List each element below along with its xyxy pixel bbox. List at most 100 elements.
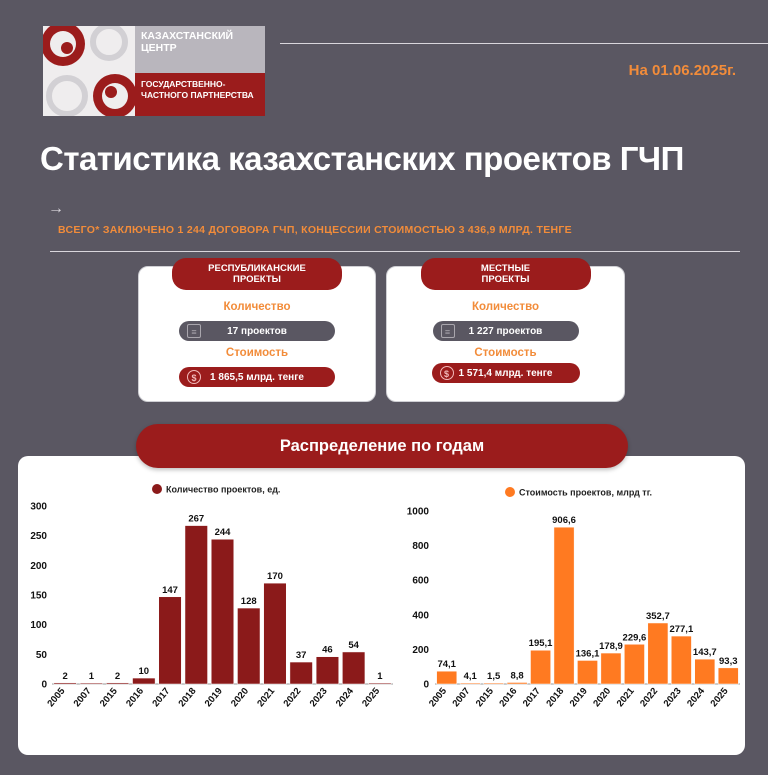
y-tick-label: 300 [30,502,47,513]
republican-projects-card: РЕСПУБЛИКАНСКИЕ ПРОЕКТЫ Количество ≡ 17 … [138,258,376,402]
legend-marker [152,484,162,494]
x-tick-label: 2025 [360,685,382,709]
bar [624,644,645,685]
data-label: 178,9 [599,641,623,652]
x-tick-label: 2023 [662,686,684,709]
data-label: 46 [322,645,333,656]
data-label: 170 [267,571,283,582]
x-tick-label: 2017 [150,686,172,709]
charts-panel: Количество проектов, ед. 0 50 100 150 200 250 3… [18,456,745,755]
summary-text: ВСЕГО* ЗАКЛЮЧЕНО 1 244 ДОГОВОРА ГЧП, КОН… [58,224,572,236]
data-label: 1 [377,671,383,682]
header-divider [280,43,768,44]
data-label: 143,7 [693,647,717,658]
data-label: 1,5 [487,671,501,682]
data-label: 54 [348,640,359,651]
y-tick-label: 250 [30,531,47,542]
bar [436,670,458,685]
bar [315,656,339,685]
count-chart: Количество проектов, ед. 0 50 100 150 200 250 3… [30,484,393,709]
x-tick-label: 2019 [568,686,590,709]
cost-label: Стоимость [474,347,537,359]
data-label: 195,1 [529,638,553,649]
x-tick-label: 2007 [72,686,94,709]
y-tick-label: 50 [36,650,48,661]
chart-legend: Стоимость проектов, млрд тг. [505,487,652,498]
y-tick-label: 200 [412,645,429,656]
y-tick-label: 0 [41,680,47,691]
x-tick-label: 2021 [615,685,637,709]
data-label: 147 [162,585,178,596]
data-label: 8,8 [511,670,524,681]
y-tick-label: 1000 [407,507,430,518]
data-label: 4,1 [464,671,478,682]
y-tick-label: 600 [412,576,429,587]
data-label: 10 [139,666,150,677]
bar [600,652,622,685]
data-label: 352,7 [646,611,670,622]
bar [553,526,575,685]
x-tick-label: 2005 [427,685,449,709]
y-tick-label: 150 [30,591,47,602]
bar [577,660,598,685]
bar [106,682,130,685]
y-tick-label: 800 [412,541,429,552]
count-pill: ≡ 1 227 проектов [432,321,579,341]
x-tick-label: 2021 [255,685,277,709]
count-value: 17 проектов [227,325,287,337]
cost-label: Стоимость [225,347,289,359]
data-label: 2 [62,671,67,682]
y-tick-label: 200 [30,561,47,572]
y-tick-label: 400 [412,610,429,621]
x-tick-label: 2020 [591,686,613,709]
x-tick-label: 2020 [229,686,251,709]
data-label: 1 [89,671,95,682]
bar [263,582,287,685]
arrow-right-icon: → [48,200,64,217]
report-date: На 01.06.2025г. [628,62,736,79]
data-label: 2 [115,671,120,682]
bar [647,622,669,685]
logo-line-3: ГОСУДАРСТВЕННО- [141,79,226,89]
distribution-banner: Распределение по годам [136,424,628,468]
data-label: 74,1 [437,659,456,670]
data-label: 37 [296,650,307,661]
bar [289,661,313,685]
cost-value: 1 865,5 млрд. тенге [210,371,304,383]
x-tick-label: 2022 [281,686,303,709]
x-tick-label: 2007 [450,686,472,709]
data-label: 128 [241,596,257,607]
x-tick-label: 2018 [177,686,199,709]
data-label: 229,6 [623,632,647,643]
y-tick-label: 100 [30,620,47,631]
data-label: 93,3 [719,656,738,667]
x-tick-label: 2015 [98,685,120,709]
x-tick-label: 2005 [45,685,67,709]
bar [671,635,692,685]
cost-value: 1 571,4 млрд. тенге [458,367,553,379]
data-label: 906,6 [552,515,576,526]
bar [79,682,103,685]
chart-legend: Количество проектов, ед. [152,484,280,495]
x-tick-label: 2022 [638,686,660,709]
bar [158,596,182,685]
y-tick-label: 0 [423,680,429,691]
legend-label: Количество проектов, ед. [166,485,280,495]
legend-label: Стоимость проектов, млрд тг. [519,488,652,498]
card-tag: МЕСТНЫЕ ПРОЕКТЫ [420,258,591,290]
ornament-icon [43,26,135,116]
bar [368,682,392,685]
x-tick-label: 2024 [334,685,356,709]
x-tick-label: 2015 [474,685,496,709]
logo: КАЗАХСТАНСКИЙ ЦЕНТР ГОСУДАРСТВЕННО- ЧАСТ… [43,26,265,116]
count-label: Количество [223,301,291,313]
cost-pill: $ 1 865,5 млрд. тенге [179,367,335,387]
data-label: 277,1 [669,624,693,635]
x-tick-label: 2016 [497,686,519,709]
card-tag: РЕСПУБЛИКАНСКИЕ ПРОЕКТЫ [172,258,342,290]
x-tick-label: 2024 [685,685,707,709]
count-pill: ≡ 17 проектов [179,321,335,341]
document-icon: ≡ [187,324,201,338]
legend-marker [505,487,515,497]
x-tick-label: 2019 [203,686,225,709]
